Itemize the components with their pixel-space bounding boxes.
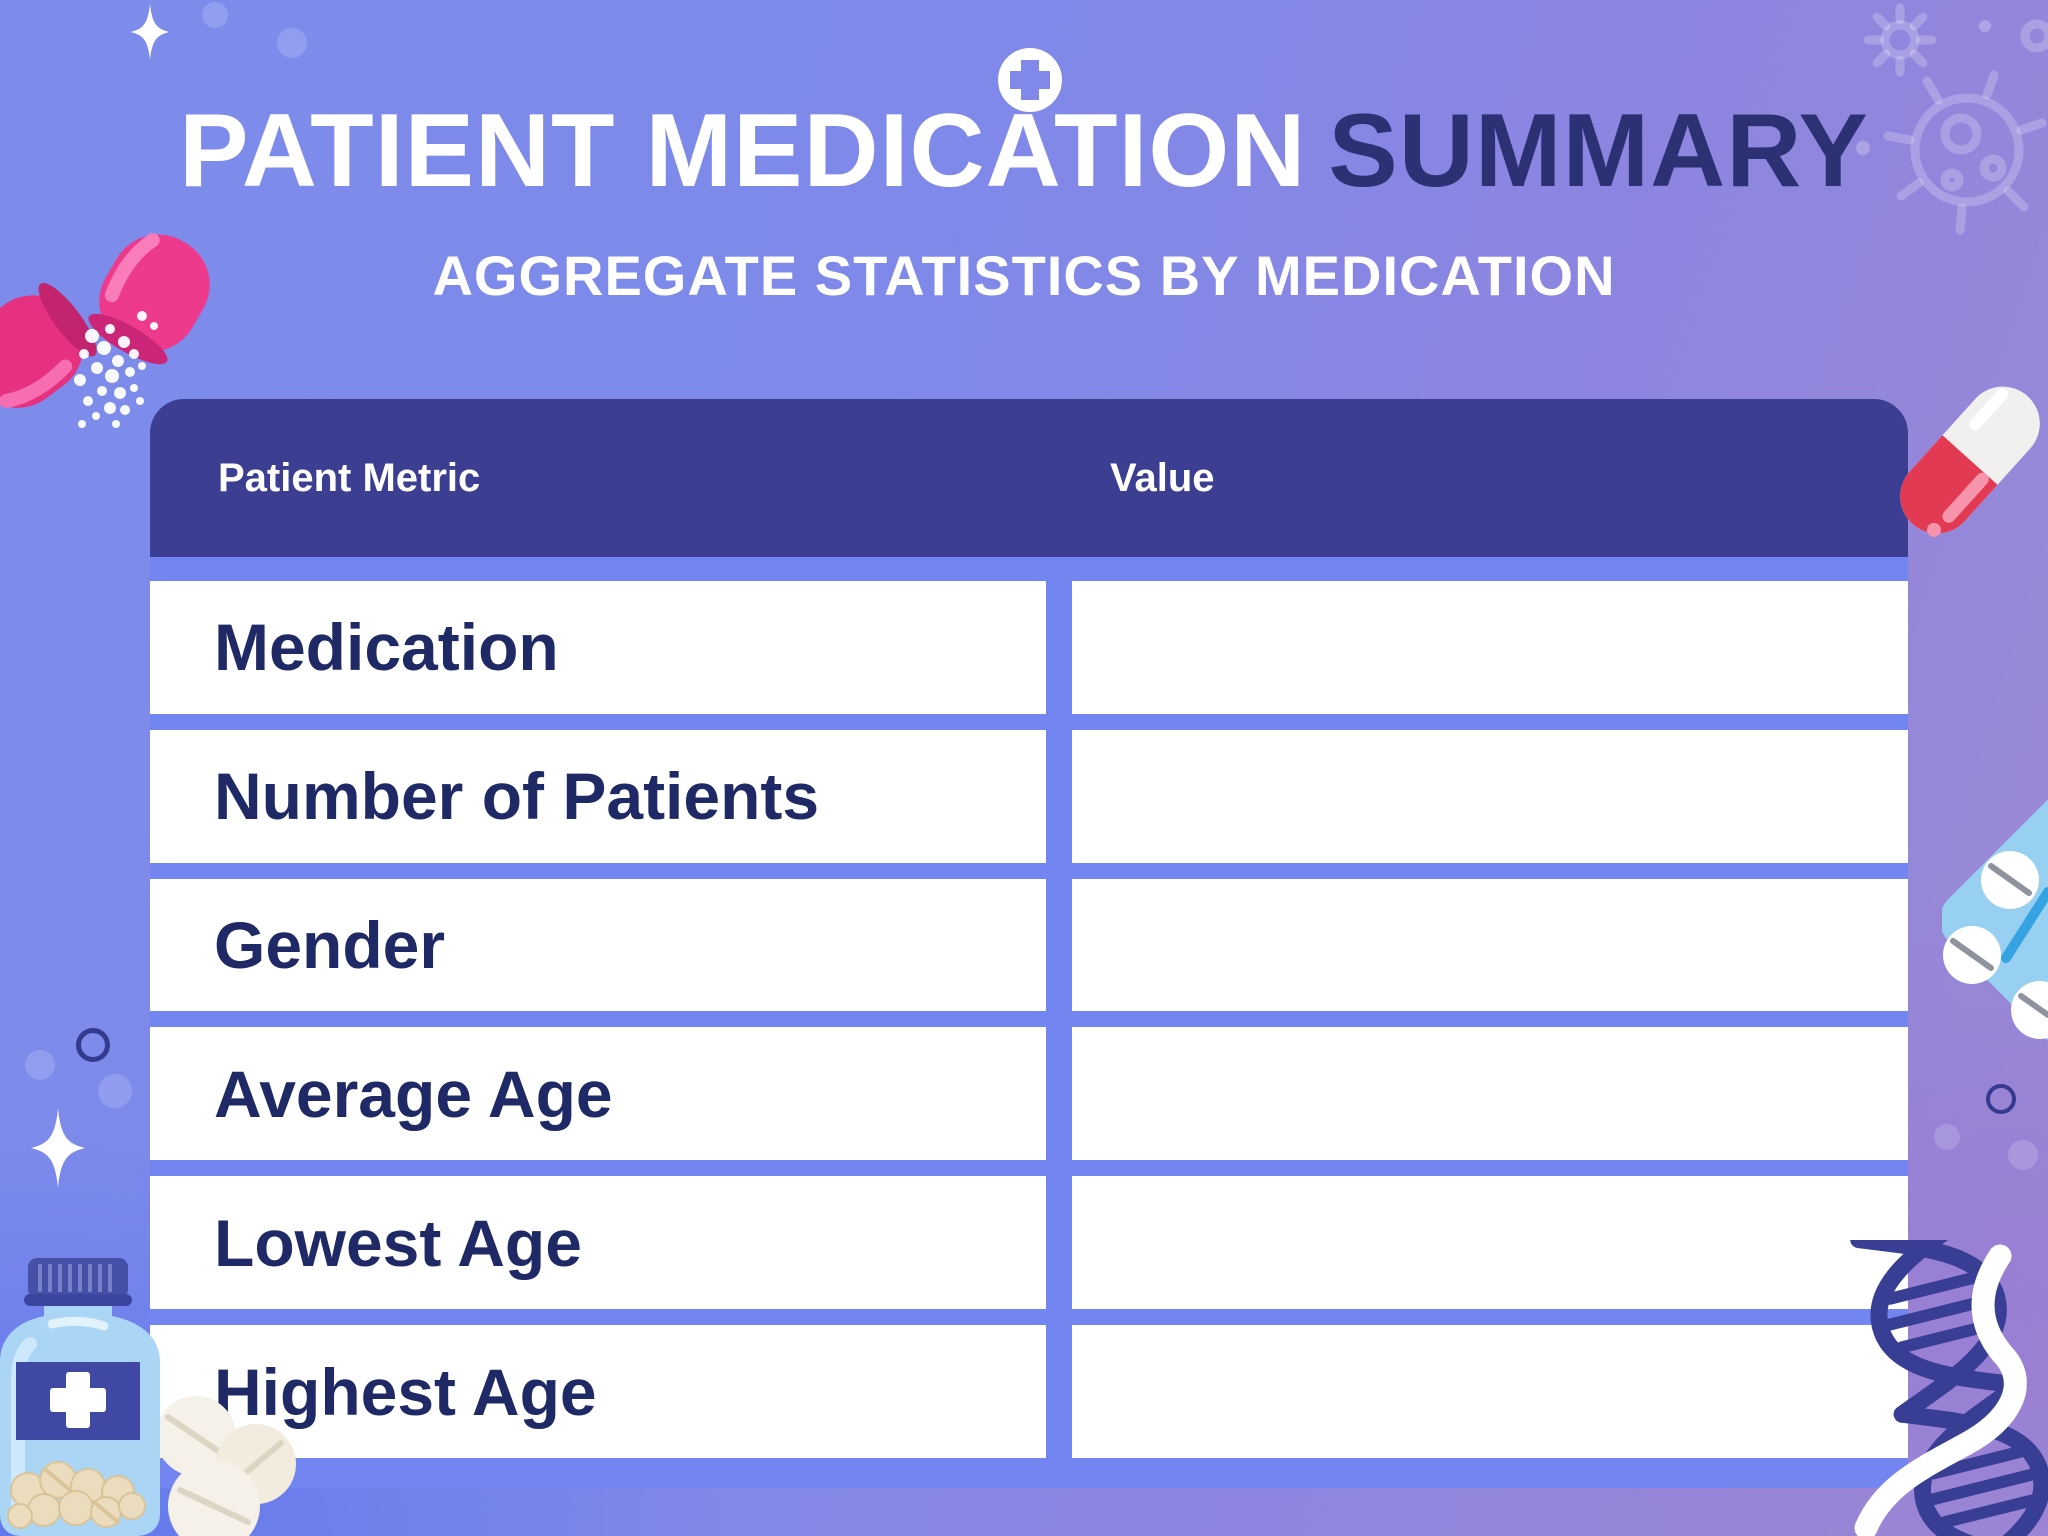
sparkle-icon (130, 3, 170, 61)
table-header-row: Patient Metric Value (150, 399, 1908, 557)
value-cell (1072, 729, 1908, 863)
value-cell (1072, 878, 1908, 1012)
page-title-primary: PATIENT MEDICATION (179, 93, 1307, 209)
pink-capsule-icon (0, 233, 210, 428)
blister-pack-icon (1942, 788, 2048, 1058)
tablets-icon (156, 1396, 296, 1536)
red-capsule-icon (1900, 386, 2040, 537)
sparkle-icon (30, 1108, 86, 1188)
value-cell (1072, 1027, 1908, 1161)
dna-helix-icon (1850, 1240, 2048, 1536)
page-title: PATIENT MEDICATION SUMMARY (0, 92, 2048, 211)
metric-cell: Number of Patients (150, 729, 1046, 863)
glow-dot-icon (98, 1074, 132, 1108)
pill-bottle-icon (0, 1258, 296, 1536)
medical-cross-icon (998, 48, 1062, 112)
glow-dot-icon (25, 1050, 55, 1080)
squiggle-icon (1854, 1244, 2027, 1536)
metric-cell: Highest Age (150, 1325, 1046, 1458)
metric-cell: Gender (150, 878, 1046, 1012)
ring-icon (76, 1028, 110, 1062)
glow-dot-icon (277, 28, 307, 58)
column-header-metric: Patient Metric (218, 455, 481, 500)
metric-cell: Lowest Age (150, 1176, 1046, 1310)
table-body: Medication Number of Patients Gender Ave… (150, 581, 1908, 1458)
virus-icon (1856, 3, 2048, 235)
column-header-value: Value (1110, 455, 1215, 500)
metric-cell: Medication (150, 581, 1046, 714)
page-title-secondary: SUMMARY (1328, 93, 1869, 209)
page-subtitle: AGGREGATE STATISTICS BY MEDICATION (432, 244, 1616, 307)
glow-dot-icon (202, 2, 228, 28)
metric-cell: Average Age (150, 1027, 1046, 1161)
glow-dot-icon (1934, 1124, 1960, 1150)
ring-icon (1986, 1084, 2016, 1114)
granules-icon (74, 311, 158, 428)
glow-dot-icon (2008, 1140, 2038, 1170)
value-cell (1072, 1325, 1908, 1458)
value-cell (1072, 581, 1908, 714)
value-cell (1072, 1176, 1908, 1310)
